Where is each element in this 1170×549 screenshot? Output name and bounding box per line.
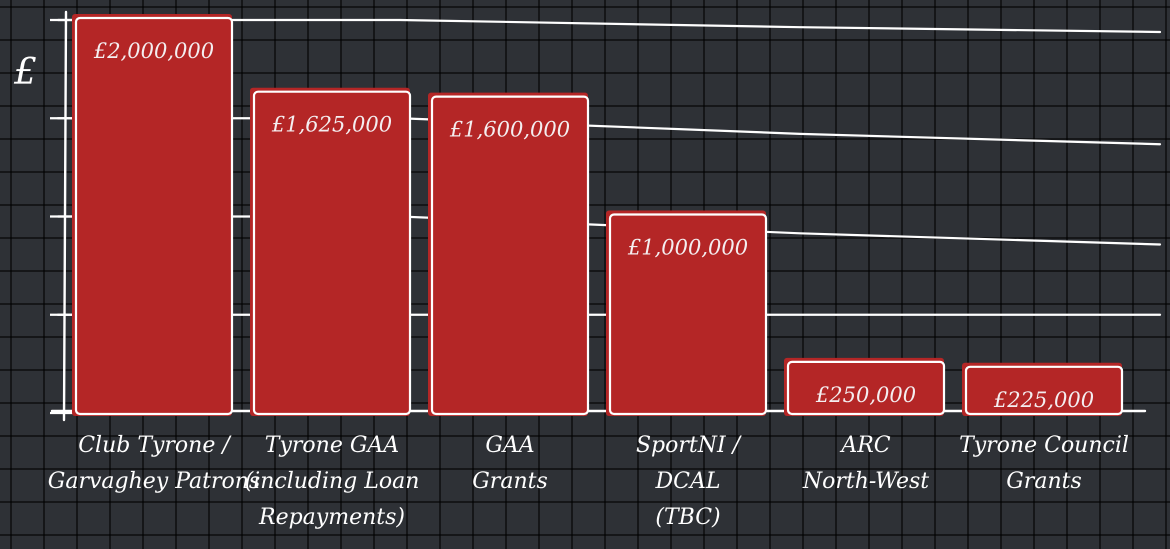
bar-outline <box>786 360 946 416</box>
y-axis-unit-label: £ <box>13 52 37 93</box>
bar-outline <box>430 95 590 416</box>
bar-fill <box>72 14 232 416</box>
bar-outline <box>252 90 412 416</box>
bar-fill <box>606 210 766 416</box>
bar-value-label: £1,625,000 <box>271 113 392 137</box>
value-labels: £2,000,000 £1,625,000 £1,600,000 £1,000,000… <box>93 39 1094 412</box>
bar-fill <box>250 87 410 416</box>
bar-outline <box>608 213 768 416</box>
bar-value-label: £1,600,000 <box>449 118 570 142</box>
category-label: ARC North-West <box>802 433 929 494</box>
bar-fill <box>784 357 944 416</box>
bar-outline <box>964 365 1124 416</box>
category-label: GAA Grants <box>472 433 548 494</box>
bar-value-label: £250,000 <box>815 383 916 407</box>
bar-value-label: £2,000,000 <box>93 39 214 63</box>
bar-outline <box>74 16 234 416</box>
category-label: SportNI / DCAL (TBC) <box>636 433 743 530</box>
bar-value-label: £1,000,000 <box>627 236 748 260</box>
category-label: Tyrone GAA (including Loan Repayments) <box>245 433 420 530</box>
category-label: Club Tyrone / Garvaghey Patrons <box>48 433 260 494</box>
bar-fill <box>428 92 588 416</box>
category-label: Tyrone Council Grants <box>959 433 1129 494</box>
bar-value-label: £225,000 <box>993 388 1094 412</box>
bars <box>72 14 1124 416</box>
bar-fill <box>962 362 1122 416</box>
